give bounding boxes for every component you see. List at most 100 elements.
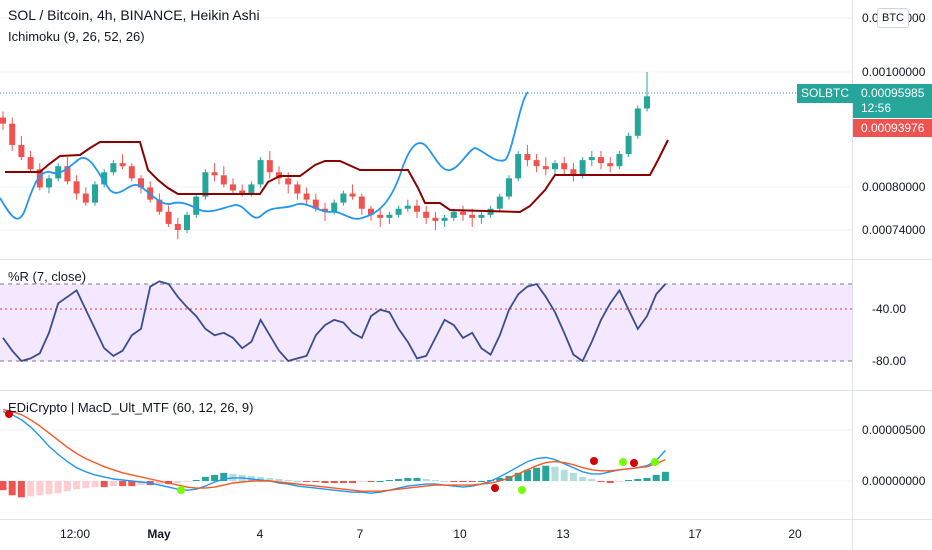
histogram-bar bbox=[27, 481, 35, 497]
histogram-bar bbox=[606, 481, 614, 484]
candle-body bbox=[515, 154, 522, 179]
histogram-bar bbox=[155, 481, 163, 485]
candle-body bbox=[266, 160, 273, 173]
time-tick: 12:00 bbox=[60, 527, 90, 541]
cross-dot-down bbox=[630, 459, 638, 467]
candle-body bbox=[377, 214, 384, 218]
wr-tick: -80.00 bbox=[872, 354, 906, 368]
macd-tick: 0.00000500 bbox=[862, 423, 926, 437]
histogram-bar bbox=[275, 478, 283, 481]
candle-body bbox=[312, 199, 319, 209]
wr-legend[interactable]: %R (7, close) bbox=[8, 269, 87, 284]
candle-body bbox=[184, 214, 190, 230]
histogram-bar bbox=[652, 474, 660, 481]
candle-body bbox=[18, 144, 25, 158]
histogram-bar bbox=[523, 469, 531, 481]
histogram-bar bbox=[201, 476, 209, 481]
candle-body bbox=[165, 211, 172, 224]
macd-line[interactable] bbox=[2, 410, 666, 494]
williams-r-line[interactable] bbox=[2, 280, 667, 363]
histogram-bar bbox=[643, 477, 651, 481]
candle-body bbox=[239, 190, 246, 194]
histogram-bar bbox=[569, 472, 577, 481]
candle-body bbox=[276, 172, 282, 179]
histogram-bar bbox=[91, 481, 99, 488]
histogram-bar bbox=[82, 481, 90, 489]
macd-tick: 0.00000000 bbox=[862, 474, 926, 488]
histogram-bar bbox=[312, 481, 320, 483]
candle-body bbox=[174, 223, 181, 230]
candle-body bbox=[64, 166, 71, 182]
candle-body bbox=[432, 217, 439, 221]
candle-body bbox=[561, 163, 568, 170]
histogram-bar bbox=[615, 481, 623, 483]
candle-body bbox=[598, 157, 604, 164]
histogram-bar bbox=[330, 481, 338, 484]
wr-band bbox=[0, 284, 852, 361]
candle-body bbox=[349, 193, 356, 197]
candle-body bbox=[450, 211, 457, 218]
histogram-bar bbox=[284, 479, 292, 481]
candle-body bbox=[0, 117, 6, 124]
candle-body bbox=[404, 205, 411, 209]
candle-body bbox=[423, 211, 430, 218]
macd-legend[interactable]: EDiCrypto | MacD_Ult_MTF (60, 12, 26, 9) bbox=[8, 400, 254, 415]
histogram-bar bbox=[220, 472, 228, 481]
candle-body bbox=[460, 211, 466, 215]
candle-body bbox=[644, 96, 650, 109]
histogram-bar bbox=[597, 481, 605, 483]
candle-body bbox=[193, 196, 200, 215]
candle-body bbox=[73, 181, 80, 194]
histogram-bar bbox=[514, 472, 522, 481]
ichimoku-base-line[interactable] bbox=[5, 139, 669, 214]
candle-body bbox=[303, 193, 310, 200]
histogram-bar bbox=[376, 481, 384, 482]
histogram-bar bbox=[579, 476, 587, 481]
candle-body bbox=[294, 184, 301, 194]
histogram-bar bbox=[431, 479, 439, 481]
histogram-bar bbox=[661, 471, 669, 481]
candle-body bbox=[202, 172, 209, 197]
ichimoku-legend[interactable]: Ichimoku (9, 26, 52, 26) bbox=[8, 29, 145, 44]
candle-body bbox=[257, 160, 264, 185]
histogram-bar bbox=[413, 477, 421, 481]
currency-button[interactable]: BTC bbox=[877, 8, 909, 28]
candle-body bbox=[533, 160, 540, 167]
candle-body bbox=[138, 178, 144, 188]
candle-body bbox=[211, 172, 218, 176]
candle-body bbox=[128, 166, 135, 179]
histogram-bar bbox=[441, 481, 449, 482]
candle-body bbox=[36, 169, 43, 188]
time-tick: 17 bbox=[688, 527, 702, 541]
histogram-bar bbox=[551, 466, 559, 481]
histogram-bar bbox=[450, 481, 458, 483]
histogram-bar bbox=[542, 465, 550, 481]
cross-dot-up bbox=[518, 486, 526, 494]
histogram-bar bbox=[73, 481, 81, 490]
candle-body bbox=[27, 157, 34, 170]
candle-body bbox=[395, 208, 402, 215]
candle-body bbox=[230, 184, 236, 191]
time-tick: 20 bbox=[788, 527, 802, 541]
histogram-bar bbox=[321, 481, 329, 484]
candle-body bbox=[340, 193, 347, 203]
signal-line[interactable] bbox=[2, 408, 666, 492]
time-tick: 7 bbox=[357, 527, 364, 541]
cross-dots bbox=[5, 410, 659, 494]
candle-body bbox=[414, 205, 420, 212]
ichimoku-cloud-line[interactable] bbox=[0, 91, 529, 220]
histogram-bar bbox=[588, 478, 596, 481]
price-axis[interactable]: 0.00106000 0.00100000 0.00080000 0.00074… bbox=[862, 11, 926, 488]
last-price-tag: SOLBTC 0.00095985 12:56 bbox=[797, 84, 932, 118]
candle-body bbox=[285, 178, 292, 185]
candle-body bbox=[570, 169, 577, 176]
time-axis[interactable]: 12:00 May 4 7 10 13 17 20 bbox=[60, 527, 802, 541]
histogram-bar bbox=[0, 481, 7, 491]
histogram-bar bbox=[533, 467, 541, 481]
histogram-bar bbox=[349, 481, 357, 484]
cross-dot-up bbox=[651, 458, 659, 466]
histogram-bar bbox=[45, 481, 53, 495]
chart-title[interactable]: SOL / Bitcoin, 4h, BINANCE, Heikin Ashi bbox=[8, 7, 260, 23]
countdown-value: 12:56 bbox=[861, 101, 892, 115]
